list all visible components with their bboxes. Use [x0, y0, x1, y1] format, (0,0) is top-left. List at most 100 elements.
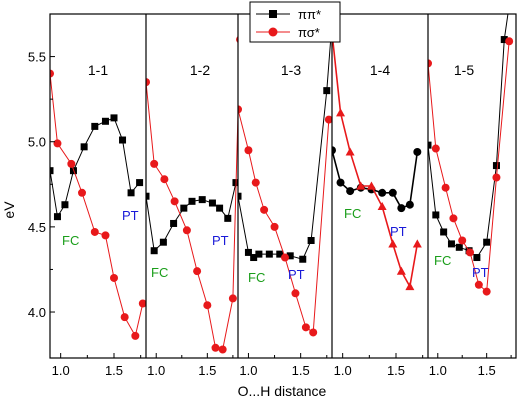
data-point-1-1-pisigma-3 — [78, 188, 86, 197]
data-point-1-5-pisigma-5 — [466, 248, 475, 257]
panel-1-5: 1-5 FC PT — [428, 2, 514, 296]
x-tick-label-1-1: 1.5 — [198, 363, 216, 378]
data-point-1-3-pipi-7 — [299, 255, 307, 263]
data-point-1-4-pisigma-3 — [356, 181, 366, 190]
legend: ππ* πσ* — [249, 1, 341, 43]
x-tick-label-0-1: 1.5 — [105, 363, 123, 378]
pt-label-1-5: PT — [472, 265, 489, 280]
data-point-1-2-pisigma-0 — [146, 78, 150, 87]
legend-label-pipi: ππ* — [298, 7, 321, 22]
data-point-1-4-pisigma-7 — [396, 266, 406, 275]
data-point-1-1-pisigma-9 — [138, 299, 146, 308]
panel-1-3: 1-3 FC PT — [238, 19, 332, 337]
data-point-1-1-pipi-5 — [91, 122, 99, 130]
data-point-1-2-pipi-9 — [224, 214, 232, 222]
data-point-1-3-pipi-9 — [323, 87, 331, 95]
data-point-1-2-pipi-6 — [198, 196, 206, 204]
legend-box — [249, 1, 341, 43]
data-point-1-3-pisigma-3 — [260, 205, 269, 214]
data-point-1-5-pipi-8 — [492, 162, 500, 170]
data-point-1-3-pipi-3 — [255, 250, 263, 258]
data-point-1-4-pipi-7 — [397, 204, 406, 213]
panel-1-4: 1-4 FC PT — [332, 28, 422, 291]
panel-series-1-4 — [332, 28, 422, 291]
data-point-1-1-pipi-6 — [101, 117, 109, 125]
x-tick-label-1-0: 1.0 — [147, 363, 165, 378]
series-line-1-4-pipi — [332, 150, 419, 210]
data-point-1-4-pipi-6 — [388, 188, 397, 197]
data-point-1-1-pipi-1 — [53, 213, 61, 221]
fc-label-1-5: FC — [434, 253, 451, 268]
data-point-1-1-pisigma-0 — [50, 69, 54, 78]
panel-1-1: 1-1 FC PT — [50, 62, 146, 340]
data-point-1-1-pipi-0 — [50, 167, 54, 175]
data-point-1-4-pisigma-8 — [405, 281, 415, 291]
panel-title-1-4: 1-4 — [370, 62, 390, 78]
data-point-1-4-pipi-0 — [332, 146, 336, 155]
data-point-1-2-pisigma-4 — [182, 226, 191, 235]
data-point-1-5-pipi-1 — [432, 211, 440, 219]
data-point-1-1-pisigma-6 — [110, 273, 118, 282]
pt-label-1-4: PT — [390, 224, 407, 239]
data-point-1-2-pisigma-10 — [236, 36, 238, 43]
y-tick-label-2: 5.0 — [28, 135, 46, 150]
data-point-1-2-pisigma-5 — [193, 267, 202, 276]
data-point-1-3-pipi-0 — [238, 192, 242, 200]
y-tick-label-0: 4.0 — [28, 305, 46, 320]
x-tick-label-4-0: 1.0 — [429, 363, 447, 378]
panel-series-1-5 — [428, 2, 514, 296]
data-point-1-1-pisigma-8 — [131, 331, 140, 340]
data-point-1-4-pisigma-4 — [366, 181, 376, 190]
data-point-1-5-pisigma-4 — [458, 236, 467, 245]
data-point-1-1-pisigma-2 — [67, 159, 76, 168]
data-point-1-2-pisigma-6 — [203, 301, 212, 310]
panel-title-1-3: 1-3 — [281, 62, 301, 78]
data-point-1-2-pisigma-7 — [211, 343, 220, 352]
fc-label-1-3: FC — [248, 270, 265, 285]
data-point-1-5-pipi-7 — [483, 238, 491, 246]
data-point-1-4-pipi-1 — [336, 178, 345, 187]
fc-label-1-2: FC — [151, 265, 168, 280]
x-tick-label-2-1: 1.5 — [292, 363, 310, 378]
data-point-1-1-pipi-10 — [136, 179, 144, 187]
panel-1-2: 1-2 FC PT — [146, 36, 238, 354]
panel-series-1-1 — [50, 69, 146, 340]
x-tick-label-3-1: 1.5 — [387, 363, 405, 378]
data-point-1-2-pipi-5 — [188, 197, 196, 205]
data-point-1-2-pipi-10 — [232, 179, 238, 187]
data-point-1-4-pipi-8 — [405, 200, 414, 209]
data-point-1-5-pipi-10 — [506, 2, 513, 9]
data-point-1-5-pisigma-3 — [449, 214, 458, 223]
legend-marker-pisigma — [268, 27, 278, 37]
data-point-1-5-pipi-6 — [473, 254, 481, 262]
series-line-1-3-pipi — [238, 22, 332, 260]
data-point-1-5-pipi-0 — [428, 141, 432, 149]
fc-label-1-1: FC — [62, 233, 79, 248]
data-point-1-1-pisigma-4 — [90, 227, 99, 236]
x-tick-label-4-1: 1.5 — [478, 363, 496, 378]
data-point-1-5-pipi-2 — [440, 228, 448, 236]
series-line-1-1-pisigma — [50, 73, 144, 338]
data-point-1-3-pipi-6 — [286, 252, 294, 260]
data-point-1-5-pisigma-6 — [474, 280, 483, 289]
legend-marker-pipi — [269, 10, 277, 18]
pt-label-1-2: PT — [212, 233, 229, 248]
data-point-1-3-pisigma-0 — [238, 105, 242, 114]
panel-series-1-2 — [146, 36, 238, 354]
data-point-1-1-pipi-2 — [61, 201, 69, 209]
data-point-1-3-pipi-1 — [244, 248, 252, 256]
data-point-1-2-pisigma-1 — [150, 159, 159, 168]
panel-title-1-1: 1-1 — [88, 62, 108, 78]
data-point-1-1-pipi-4 — [80, 143, 88, 151]
y-tick-label-3: 5.5 — [28, 50, 46, 65]
data-point-1-4-pisigma-2 — [345, 147, 355, 156]
data-point-1-2-pisigma-3 — [170, 197, 179, 206]
x-tick-label-3-0: 1.0 — [334, 363, 352, 378]
data-point-1-1-pisigma-7 — [120, 313, 129, 322]
data-point-1-3-pisigma-5 — [281, 253, 289, 262]
data-point-1-3-pisigma-2 — [251, 178, 260, 187]
data-point-1-5-pipi-3 — [447, 240, 455, 248]
series-line-1-4-pisigma — [332, 32, 419, 289]
series-line-1-2-pisigma — [146, 82, 238, 351]
